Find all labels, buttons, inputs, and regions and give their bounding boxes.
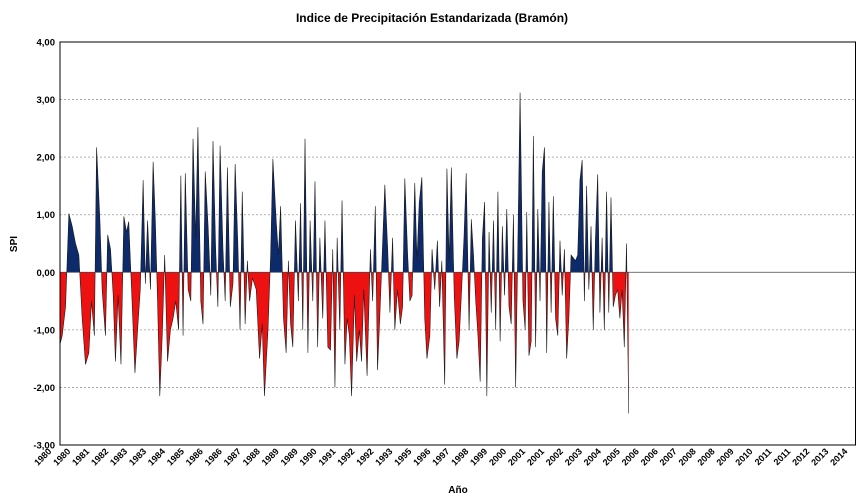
x-tick-label: 2002 (544, 446, 565, 467)
x-tick-label: 2013 (809, 446, 830, 467)
x-tick-label: 2007 (658, 446, 679, 467)
x-tick-label: 1981 (70, 446, 91, 467)
x-tick-label: 1991 (316, 446, 337, 467)
x-tick-label: 1993 (373, 446, 394, 467)
x-tick-label: 1986 (184, 446, 205, 467)
x-tick-label: 1992 (335, 446, 356, 467)
x-tick-label: 1985 (165, 446, 186, 467)
x-tick-label: 2010 (733, 446, 754, 467)
x-tick-label: 1989 (279, 446, 300, 467)
y-tick-labels: 4,00 3,00 2,00 1,00 0,00 -1,00 -2,00 -3,00 (33, 38, 55, 452)
x-axis-label: Año (448, 485, 467, 496)
y-tick-label: 1,00 (37, 210, 56, 221)
x-tick-label: 1992 (354, 446, 375, 467)
x-tick-label: 1989 (260, 446, 281, 467)
x-tick-label: 2011 (772, 446, 793, 467)
x-tick-label: 2006 (620, 446, 641, 467)
x-tick-label: 1997 (430, 446, 451, 467)
x-tick-label: 2001 (506, 446, 527, 467)
x-tick-label: 2003 (563, 446, 584, 467)
x-tick-label: 1998 (449, 446, 470, 467)
y-tick-label: 4,00 (37, 38, 56, 49)
x-tick-label: 1988 (241, 446, 262, 467)
y-tick-label: -1,00 (33, 325, 55, 336)
x-tick-label: 1982 (89, 446, 110, 467)
x-tick-label: 2000 (487, 446, 508, 467)
plot-frame (59, 41, 856, 446)
x-tick-label: 2006 (639, 446, 660, 467)
x-tick-label: 2011 (753, 446, 774, 467)
x-tick-label: 2012 (790, 446, 811, 467)
x-tick-label: 1990 (297, 446, 318, 467)
x-tick-label: 2001 (525, 446, 546, 467)
x-tick-label: 2014 (828, 446, 849, 467)
x-tick-label: 2008 (677, 446, 698, 467)
y-tick-label: -2,00 (33, 383, 55, 394)
x-tick-label: 1983 (127, 446, 148, 467)
x-tick-label: 1986 (203, 446, 224, 467)
x-tick-labels: 1980198019811982198319831984198519861986… (32, 446, 849, 467)
spi-area (59, 92, 630, 414)
x-tick-label: 2009 (714, 446, 735, 467)
x-tick-label: 1999 (468, 446, 489, 467)
x-tick-label: 2004 (582, 446, 603, 467)
x-tick-label: 2008 (695, 446, 716, 467)
y-tick-label: 2,00 (37, 153, 56, 164)
y-axis-label: SPI (9, 236, 20, 252)
x-tick-label: 1987 (222, 446, 243, 467)
x-tick-label: 1996 (411, 446, 432, 467)
y-tick-label: 0,00 (37, 268, 56, 279)
x-tick-label: 1995 (392, 446, 413, 467)
y-tick-label: 3,00 (37, 95, 56, 106)
chart-title: Indice de Precipitación Estandarizada (B… (296, 11, 568, 25)
spi-positive-area (60, 92, 629, 273)
x-tick-label: 2005 (601, 446, 622, 467)
x-tick-label: 1984 (146, 446, 167, 467)
x-tick-label: 1983 (108, 446, 129, 467)
spi-line (59, 92, 630, 414)
y-tick-label: -3,00 (33, 441, 55, 452)
spi-negative-area (60, 272, 629, 414)
